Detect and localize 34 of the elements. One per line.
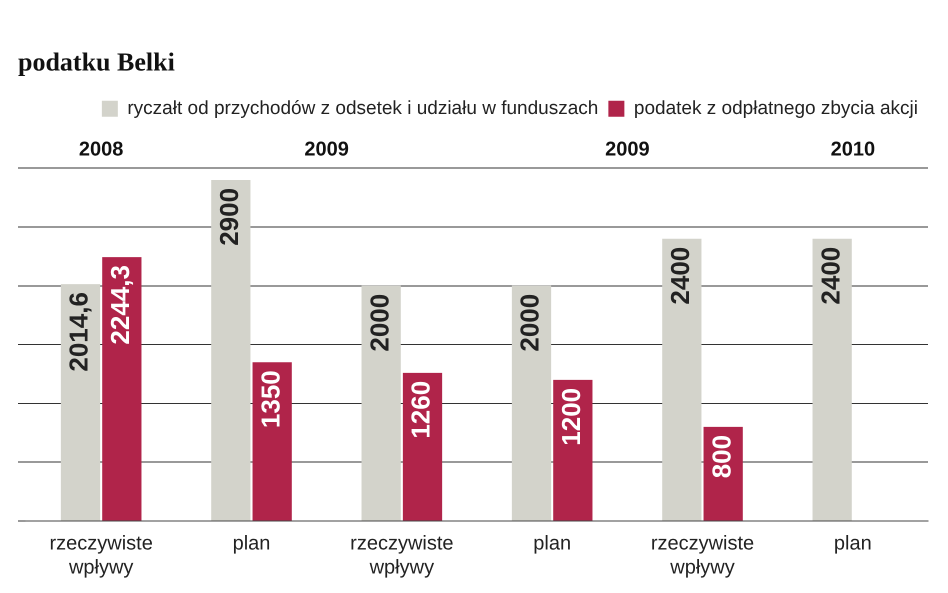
text: 2008 [78, 138, 124, 161]
bar [252, 362, 292, 520]
x-tick-label: rzeczywiste wpływy [650, 532, 754, 579]
x-tick-label: plan [232, 532, 270, 555]
bar [102, 257, 142, 520]
bar [812, 238, 852, 520]
legend-label: podatek z odpłatnego zbycia akcji [634, 98, 918, 119]
x-tick-label: plan [834, 532, 872, 555]
data-label: 2900 [214, 188, 244, 246]
data-label: 1260 [406, 380, 436, 439]
bar [553, 380, 592, 520]
data-label: 2244,3 [105, 265, 136, 345]
x-tick-label: rzeczywiste wpływy [350, 532, 454, 579]
data-label: 2400 [665, 246, 695, 305]
data-label: 1350 [255, 370, 286, 428]
data-label: 800 [706, 434, 736, 478]
data-label: 2000 [364, 294, 394, 352]
x-tick-label: plan [533, 532, 572, 555]
text: 2009 [605, 138, 650, 161]
bar [362, 286, 401, 520]
data-label: 2014,6 [64, 292, 94, 372]
x-tick-label: rzeczywiste wpływy [49, 532, 153, 579]
legend-label: ryczałt od przychodów z odsetek i udziału w funduszach [127, 98, 598, 119]
text: 2010 [830, 138, 876, 161]
bar [211, 180, 250, 520]
data-label: 2400 [815, 246, 846, 305]
data-label: 1200 [556, 388, 586, 446]
chart-title: podatku Belki [18, 47, 175, 76]
text: 2009 [304, 138, 349, 161]
bar [662, 238, 702, 520]
bar [60, 284, 100, 520]
bar [402, 372, 442, 520]
bar [512, 286, 552, 520]
data-label: 2000 [514, 294, 545, 352]
